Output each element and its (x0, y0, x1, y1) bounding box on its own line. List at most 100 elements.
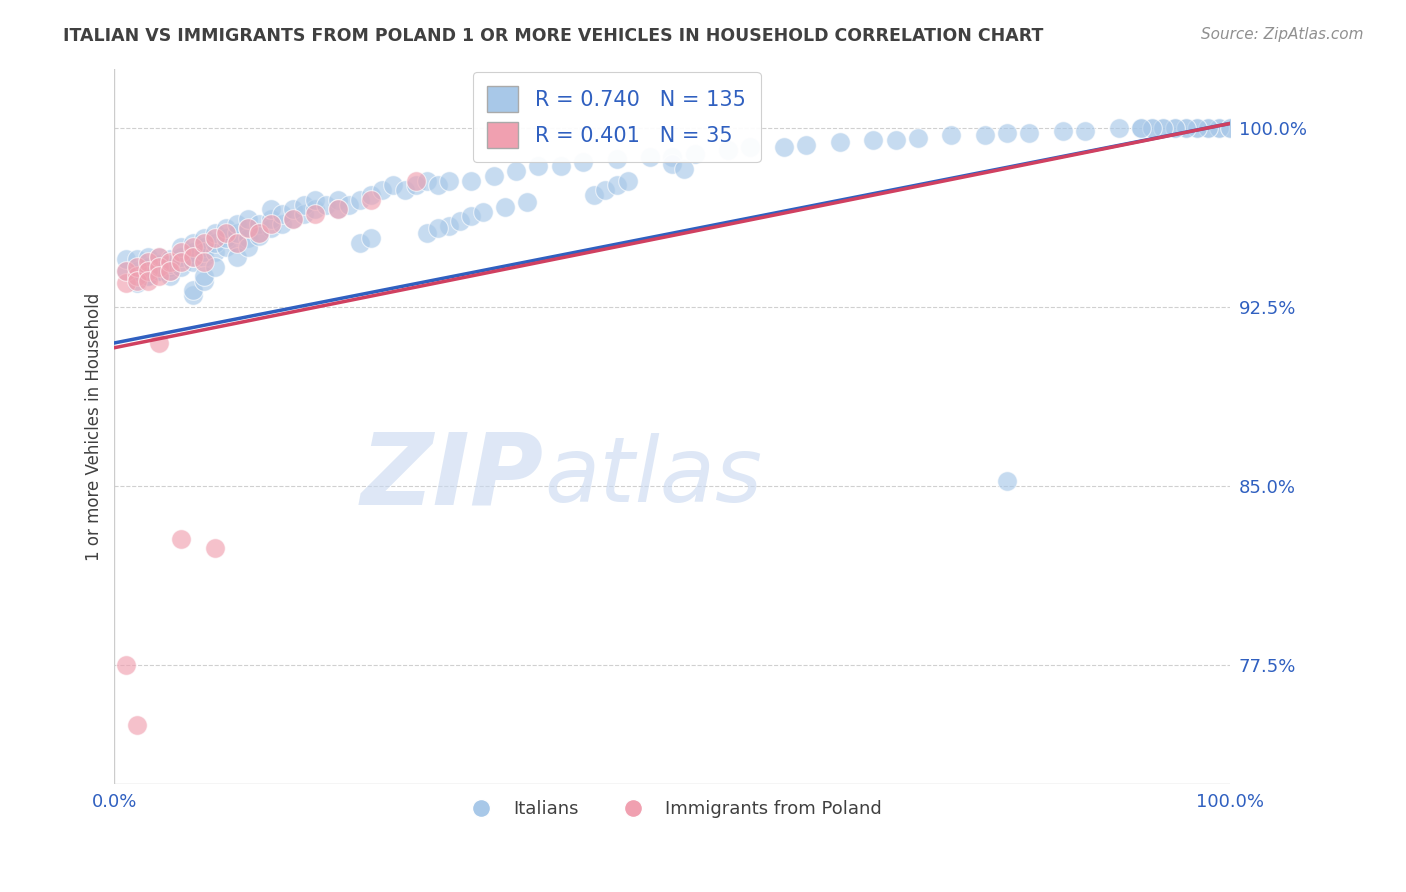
Point (304, 207, 326, 221)
Point (1174, 121, 1197, 136)
Point (1185, 121, 1208, 136)
Point (1130, 121, 1153, 136)
Text: ITALIAN VS IMMIGRANTS FROM POLAND 1 OR MORE VEHICLES IN HOUSEHOLD CORRELATION CH: ITALIAN VS IMMIGRANTS FROM POLAND 1 OR M… (63, 27, 1043, 45)
Point (170, 250, 193, 264)
Point (1130, 121, 1153, 136)
Point (1174, 121, 1197, 136)
Point (238, 231, 260, 245)
Point (1152, 121, 1174, 136)
Point (204, 226, 226, 240)
Point (249, 226, 271, 240)
Point (616, 174, 638, 188)
Point (326, 193, 349, 207)
Point (159, 252, 181, 267)
Point (1197, 121, 1219, 136)
Point (326, 202, 349, 217)
Point (136, 269, 159, 284)
Point (114, 252, 136, 267)
Point (181, 288, 204, 302)
Point (315, 197, 337, 211)
Point (125, 277, 148, 291)
Point (249, 217, 271, 231)
Point (148, 335, 170, 350)
Point (170, 240, 193, 254)
Point (416, 226, 439, 240)
Point (114, 264, 136, 278)
Point (1108, 121, 1130, 136)
Point (360, 193, 382, 207)
Point (226, 250, 249, 264)
Point (148, 250, 170, 264)
Point (193, 240, 215, 254)
Point (907, 130, 929, 145)
Point (148, 264, 170, 278)
Point (460, 210, 482, 224)
Point (181, 250, 204, 264)
Point (249, 228, 271, 243)
Point (884, 133, 907, 147)
Point (583, 188, 606, 202)
Point (995, 475, 1018, 489)
Point (516, 195, 538, 210)
Point (136, 260, 159, 274)
Text: atlas: atlas (544, 433, 762, 521)
Point (828, 136, 851, 150)
Point (159, 269, 181, 284)
Point (494, 200, 516, 214)
Point (159, 264, 181, 278)
Point (215, 226, 238, 240)
Point (204, 245, 226, 260)
Point (136, 269, 159, 284)
Point (125, 252, 148, 267)
Point (862, 133, 884, 147)
Point (1197, 121, 1219, 136)
Point (114, 658, 136, 673)
Point (683, 147, 706, 161)
Point (794, 137, 817, 152)
Point (159, 260, 181, 274)
Point (148, 260, 170, 274)
Point (661, 150, 683, 164)
Point (136, 250, 159, 264)
Legend: Italians, Immigrants from Poland: Italians, Immigrants from Poland (456, 793, 890, 825)
Point (270, 217, 292, 231)
Point (181, 235, 204, 250)
Point (773, 140, 796, 154)
Point (606, 178, 628, 193)
Point (1140, 121, 1163, 136)
Point (460, 174, 482, 188)
Point (136, 264, 159, 278)
Point (193, 255, 215, 269)
Point (1163, 121, 1185, 136)
Point (238, 221, 260, 235)
Point (238, 221, 260, 235)
Point (405, 174, 427, 188)
Point (181, 250, 204, 264)
Point (326, 202, 349, 217)
Point (181, 255, 204, 269)
Text: Source: ZipAtlas.com: Source: ZipAtlas.com (1201, 27, 1364, 42)
Point (550, 160, 572, 174)
Point (1208, 121, 1230, 136)
Point (941, 128, 963, 143)
Point (416, 174, 439, 188)
Point (1074, 123, 1097, 137)
Point (170, 532, 193, 546)
Point (595, 183, 617, 197)
Point (304, 202, 326, 217)
Point (259, 202, 281, 217)
Point (661, 157, 683, 171)
Point (148, 250, 170, 264)
Point (259, 217, 281, 231)
Point (304, 193, 326, 207)
Point (249, 226, 271, 240)
Point (1152, 121, 1174, 136)
Point (527, 160, 550, 174)
Point (125, 260, 148, 274)
Point (136, 255, 159, 269)
Point (349, 193, 371, 207)
Point (204, 541, 226, 556)
Point (505, 164, 527, 178)
Point (159, 264, 181, 278)
Point (1219, 121, 1241, 136)
